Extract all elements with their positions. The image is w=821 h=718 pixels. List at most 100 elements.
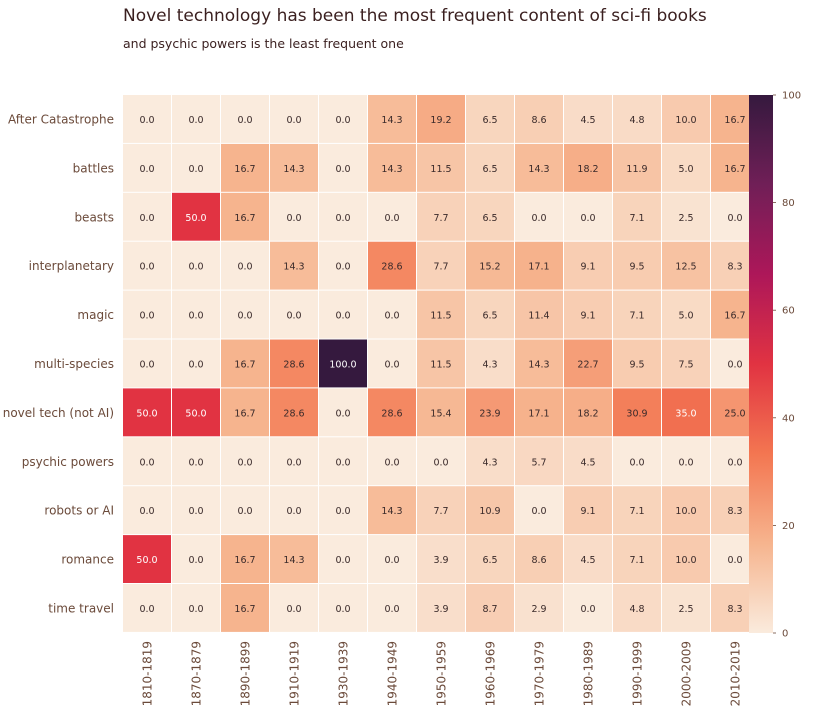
heatmap-cell [662,95,710,143]
heatmap-cell [319,143,367,192]
cell-value-label: 0.0 [335,115,350,126]
heatmap-cell [417,584,465,632]
cell-value-label: 17.1 [528,262,549,273]
colorbar-tick-label: 20 [782,521,795,532]
heatmap-cell [613,437,661,486]
cell-value-label: 50.0 [185,213,206,224]
row-label: robots or AI [44,504,114,518]
colorbar-tick-label: 80 [782,198,795,209]
heatmap-cell [123,95,171,143]
heatmap-cell [270,437,318,486]
heatmap-cell [564,143,612,192]
heatmap-cell [319,95,367,143]
cell-value-label: 0.0 [384,213,399,224]
cell-value-label: 0.0 [139,115,154,126]
cell-value-label: 0.0 [384,359,399,370]
heatmap-cell [466,486,514,535]
heatmap-cell [662,192,710,241]
heatmap-cell [662,388,710,437]
heatmap-cell [662,486,710,535]
heatmap-cell [172,535,220,583]
cell-value-label: 0.0 [678,457,693,468]
cell-value-label: 14.3 [528,164,549,175]
cell-value-label: 7.7 [433,506,448,517]
cell-value-label: 0.0 [286,604,301,615]
heatmap-cell [417,339,465,388]
heatmap-cell [123,241,171,290]
cell-value-label: 7.5 [678,359,693,370]
column-label: 1960-1969 [484,641,498,706]
cell-value-label: 3.9 [433,604,448,615]
cell-value-label: 6.5 [482,164,497,175]
heatmap-cell [123,192,171,241]
cell-value-label: 0.0 [580,604,595,615]
heatmap-cell [564,437,612,486]
cell-value-label: 0.0 [188,115,203,126]
cell-value-label: 8.7 [482,604,497,615]
heatmap-cell [564,339,612,388]
cell-value-label: 9.1 [580,262,595,273]
column-label: 1930-1939 [337,641,351,706]
heatmap-cell [368,584,416,632]
heatmap-cell [123,437,171,486]
heatmap-cell [368,486,416,535]
cell-value-label: 0.0 [188,359,203,370]
cell-value-label: 11.5 [430,164,451,175]
heatmap-cell [613,192,661,241]
cell-value-label: 14.3 [381,164,402,175]
cell-value-label: 7.1 [629,506,644,517]
cell-value-label: 0.0 [727,457,742,468]
column-label: 1980-1989 [582,641,596,706]
heatmap-cell [368,241,416,290]
cell-value-label: 0.0 [286,213,301,224]
cell-value-label: 16.7 [724,115,745,126]
heatmap-cell [613,95,661,143]
heatmap-cell [221,388,269,437]
cell-value-label: 0.0 [188,262,203,273]
cell-value-label: 0.0 [286,457,301,468]
heatmap-cell [417,143,465,192]
heatmap-cell [613,339,661,388]
heatmap-cell [172,290,220,339]
cell-value-label: 0.0 [335,262,350,273]
cell-value-label: 7.1 [629,555,644,566]
cell-value-label: 11.5 [430,359,451,370]
cell-value-label: 5.0 [678,311,693,322]
cell-value-label: 15.2 [479,262,500,273]
heatmap-cell [662,143,710,192]
heatmap-cell [662,290,710,339]
heatmap-cell [123,535,171,583]
cell-value-label: 0.0 [188,604,203,615]
column-label: 1970-1979 [533,641,547,706]
heatmap-cell [466,584,514,632]
heatmap-cell [613,584,661,632]
heatmap-cell [466,290,514,339]
heatmap-cell [368,437,416,486]
heatmap-cell [319,290,367,339]
heatmap-cell [466,388,514,437]
heatmap-cell [368,143,416,192]
cell-value-label: 7.7 [433,213,448,224]
heatmap-cell [515,486,563,535]
heatmap-cell [123,388,171,437]
cell-value-label: 9.5 [629,262,644,273]
heatmap-cell [221,535,269,583]
cell-value-label: 15.4 [430,408,451,419]
heatmap-cell [515,437,563,486]
heatmap-cell [466,241,514,290]
cell-value-label: 0.0 [727,555,742,566]
cell-value-label: 0.0 [188,555,203,566]
heatmap-cell [172,192,220,241]
heatmap-cell [564,486,612,535]
row-label: novel tech (not AI) [3,406,114,420]
heatmap-cell [221,241,269,290]
cell-value-label: 2.5 [678,213,693,224]
heatmap-cell [319,584,367,632]
cell-value-label: 100.0 [329,359,356,370]
cell-value-label: 0.0 [433,457,448,468]
column-label: 1870-1879 [190,641,204,706]
colorbar-tick-label: 0 [782,629,788,640]
cell-value-label: 0.0 [531,213,546,224]
row-label: romance [61,553,114,567]
column-label: 2000-2009 [680,641,694,706]
